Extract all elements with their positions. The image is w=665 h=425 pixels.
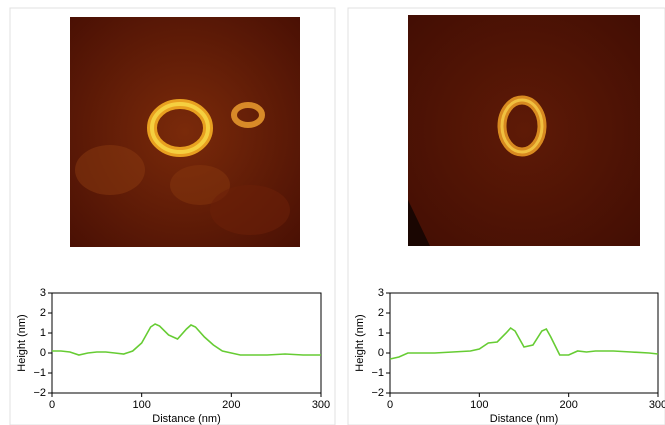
chart: −2 −1 0 1 2 3 0 100 200 300 Distance (nm) Height (n…: [354, 287, 665, 425]
panel-border: [347, 7, 665, 425]
plot-frame: [51, 292, 322, 394]
y-tick-label: 3: [378, 287, 384, 299]
x-tick-label: 200: [559, 399, 577, 411]
x-tick-label: 0: [387, 399, 393, 411]
x-tick-label: 0: [49, 399, 55, 411]
y-tick-label: 3: [40, 287, 46, 299]
y-axis-label: Height (nm): [16, 314, 28, 371]
y-axis-label: Height (nm): [354, 314, 366, 371]
y-tick-label: 0: [40, 347, 46, 359]
x-tick-label: 100: [470, 399, 488, 411]
y-tick-label: 1: [378, 327, 384, 339]
y-tick-label: 2: [378, 307, 384, 319]
y-tick-label: −1: [371, 367, 384, 379]
y-tick-label: 1: [40, 327, 46, 339]
x-tick-label: 300: [312, 399, 330, 411]
y-tick-label: 2: [40, 307, 46, 319]
profile-line: [389, 326, 659, 360]
x-axis-label: Distance (nm): [152, 413, 220, 425]
x-axis-label: Distance (nm): [490, 413, 558, 425]
y-tick-label: −2: [33, 387, 46, 399]
y-tick-label: 0: [378, 347, 384, 359]
afm-image: [70, 17, 300, 247]
profile-line: [52, 323, 321, 356]
y-tick-label: −2: [371, 387, 384, 399]
chart: −2 −1 0 1 2 3 0 100 200 300 Distance (nm) Height (n…: [16, 287, 330, 425]
x-tick-label: 200: [222, 399, 240, 411]
y-tick-label: −1: [33, 367, 46, 379]
afm-image: [408, 15, 640, 246]
x-tick-label: 300: [649, 399, 665, 411]
x-tick-label: 100: [132, 399, 150, 411]
plot-frame: [389, 292, 659, 394]
panel-border: [9, 7, 336, 425]
